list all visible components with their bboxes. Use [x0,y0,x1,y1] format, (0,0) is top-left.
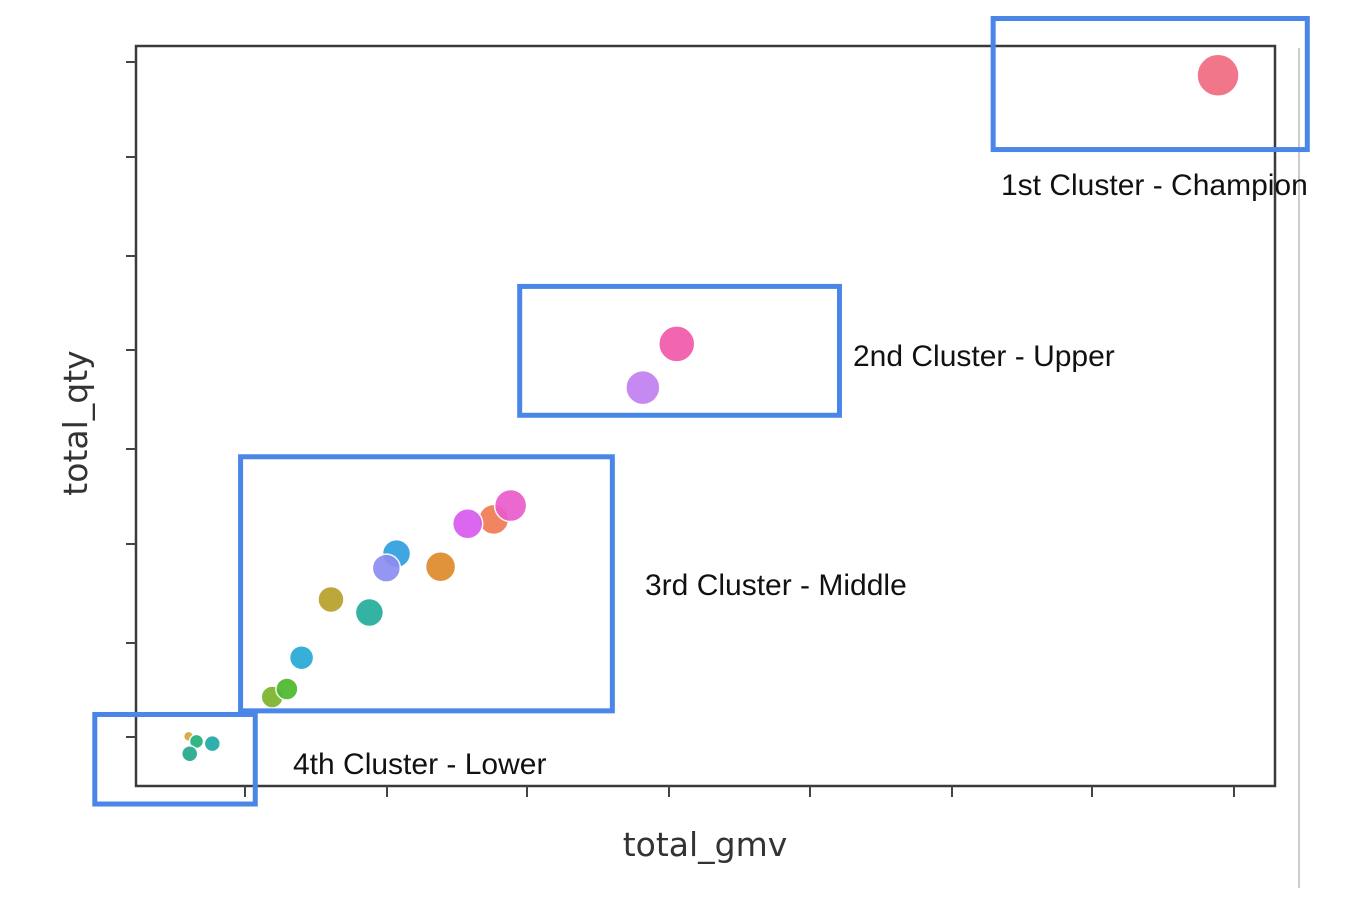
cluster-label: 2nd Cluster - Upper [853,340,1115,373]
cluster-label: 3rd Cluster - Middle [645,569,907,602]
scatter-point [658,325,696,363]
cluster-box [238,454,615,714]
y-axis-label: total_qty [56,350,95,495]
scatter-point [625,369,661,406]
plot-border [134,44,1277,788]
scatter-point [493,488,528,523]
scatter-point [203,734,222,753]
scatter-point [180,745,199,763]
scatter-point [1196,53,1240,98]
scatter-point [371,553,402,583]
cluster-labels: 1st Cluster - Champion 2nd Cluster - Uppe… [293,169,1308,781]
cluster-label: 1st Cluster - Champion [1001,169,1308,202]
scatter-point [424,550,457,583]
cluster-box [990,16,1310,153]
scatter-point [354,597,385,628]
cluster-box [517,283,842,418]
scatter-point [451,507,484,540]
axis-ticks [126,61,1235,797]
scatter-points [180,53,1240,763]
scatter-point [317,585,345,614]
x-axis-label: total_gmv [623,825,788,864]
cluster-label: 4th Cluster - Lower [293,748,546,781]
scatter-point [288,644,315,671]
scatter-point [275,677,299,701]
cluster-box [92,711,258,807]
cluster-boxes [92,16,1310,807]
plot-frame [134,44,1300,888]
